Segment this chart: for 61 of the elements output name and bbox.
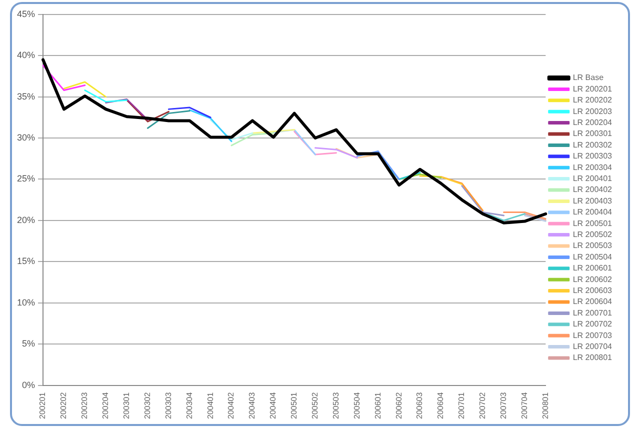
legend-label: LR 200702 <box>572 320 613 329</box>
legend-label: LR 200201 <box>572 84 613 94</box>
y-tick-label: 0% <box>22 380 36 390</box>
x-tick-label: 200701 <box>457 392 466 420</box>
x-tick-label: 200401 <box>206 392 215 420</box>
legend-label: LR 200504 <box>572 252 613 262</box>
y-tick-label: 35% <box>17 91 36 102</box>
y-tick-label: 30% <box>17 132 36 143</box>
legend-label: LR 200502 <box>572 230 613 240</box>
legend-label: LR 200203 <box>572 106 613 116</box>
x-tick-label: 200303 <box>164 392 173 420</box>
legend-label: LR 200503 <box>572 241 613 250</box>
x-tick-label: 200604 <box>436 392 446 420</box>
y-tick-label: 45% <box>17 8 36 19</box>
legend-label: LR 200302 <box>572 140 613 150</box>
x-tick-label: 200302 <box>142 392 152 420</box>
legend-label: LR 200202 <box>572 96 613 105</box>
x-tick-label: 200503 <box>331 392 340 420</box>
x-tick-label: 200304 <box>184 392 194 420</box>
y-tick-label: 5% <box>22 338 36 349</box>
legend-label: LR 200304 <box>572 162 613 172</box>
x-tick-label: 200601 <box>373 392 382 420</box>
x-tick-label: 200801 <box>540 392 550 420</box>
legend-label: LR 200403 <box>572 196 613 206</box>
legend-label: LR 200701 <box>572 308 613 318</box>
legend-label: LR 200501 <box>572 218 613 228</box>
x-tick-label: 200301 <box>122 392 131 420</box>
x-tick-label: 200403 <box>248 392 257 420</box>
x-tick-label: 200704 <box>520 392 529 420</box>
x-tick-label: 200703 <box>498 392 508 420</box>
legend-label: LR 200704 <box>572 342 613 352</box>
x-tick-label: 200501 <box>290 392 299 420</box>
x-tick-label: 200202 <box>59 392 68 420</box>
legend-label: LR 200604 <box>572 297 613 306</box>
x-tick-label: 200602 <box>394 392 404 420</box>
x-tick-label: 200404 <box>268 392 278 420</box>
x-tick-label: 200502 <box>310 392 320 420</box>
x-tick-label: 200204 <box>101 392 110 420</box>
y-tick-label: 10% <box>17 297 36 308</box>
legend-label: LR 200401 <box>572 174 613 184</box>
legend-label: LR 200404 <box>572 208 613 217</box>
y-tick-label: 20% <box>17 214 36 225</box>
legend-label: LR 200601 <box>572 264 613 273</box>
legend-label: LR 200603 <box>572 286 613 296</box>
y-tick-label: 40% <box>17 50 36 60</box>
legend-label: LR 200303 <box>572 152 613 161</box>
legend-label: LR 200402 <box>572 185 613 194</box>
x-tick-label: 200504 <box>352 392 362 420</box>
x-tick-label: 200402 <box>226 392 236 420</box>
x-tick-label: 200702 <box>478 392 488 420</box>
y-tick-label: 15% <box>17 256 36 266</box>
x-tick-label: 200603 <box>415 392 424 420</box>
legend-label: LR 200602 <box>572 274 613 284</box>
x-tick-label: 200203 <box>80 392 90 420</box>
legend-label: LR 200801 <box>572 353 613 362</box>
y-tick-label: 25% <box>17 174 36 184</box>
legend-label: LR 200301 <box>572 129 613 138</box>
legend-label: LR Base <box>572 73 604 82</box>
legend-label: LR 200204 <box>572 118 613 128</box>
x-tick-label: 200201 <box>38 392 48 420</box>
legend-label: LR 200703 <box>572 330 613 340</box>
